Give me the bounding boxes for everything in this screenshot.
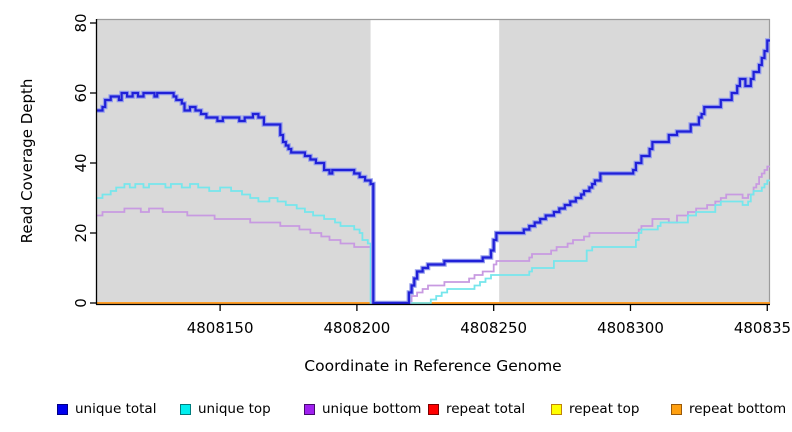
legend-swatch-icon-unique-total — [57, 403, 68, 415]
legend-swatch-icon-repeat-bottom — [671, 403, 682, 415]
series-line-unique-total — [97, 39, 770, 305]
legend-swatch-icon-repeat-total — [428, 403, 439, 415]
legend-item-label: unique bottom — [322, 401, 422, 417]
y-axis-tick-label: 60 — [72, 83, 90, 102]
legend-swatch-icon-unique-top — [180, 403, 191, 415]
legend-item-unique-total: unique total — [57, 399, 156, 419]
y-axis-tick-label: 0 — [72, 298, 90, 308]
legend-item-repeat-bottom: repeat bottom — [671, 399, 786, 419]
legend-item-unique-top: unique top — [180, 399, 271, 419]
y-axis-tick-label: 80 — [72, 13, 90, 32]
x-axis-tick-label: 4808350 — [734, 319, 792, 337]
y-axis-tick-label: 20 — [72, 223, 90, 242]
legend-item-label: repeat total — [446, 401, 526, 417]
x-axis-tick-label: 4808300 — [597, 319, 664, 337]
x-axis-title: Coordinate in Reference Genome — [304, 357, 561, 375]
legend-item-repeat-top: repeat top — [551, 399, 639, 419]
gap-region — [370, 20, 500, 304]
series-line-unique-top — [97, 179, 770, 304]
y-axis-tick-label: 40 — [72, 153, 90, 172]
x-axis-tick-label: 4808150 — [187, 319, 254, 337]
legend-swatch-icon-repeat-top — [551, 403, 562, 415]
legend-item-label: unique top — [198, 401, 271, 417]
plot-canvas: 0 20 40 60 80 4808150 4808200 4808250 4808300 480… — [18, 13, 792, 375]
x-axis-tick-label: 4808250 — [460, 319, 527, 337]
legend-item-repeat-total: repeat total — [428, 399, 525, 419]
legend-item-label: unique total — [75, 401, 157, 417]
legend-swatch-icon-unique-bottom — [304, 403, 315, 415]
legend-item-label: repeat bottom — [689, 401, 787, 417]
legend-item-label: repeat top — [569, 401, 640, 417]
series-line-unique-bottom — [97, 165, 770, 304]
x-axis-tick-label: 4808200 — [323, 319, 390, 337]
legend: unique total unique top unique bottom re… — [0, 399, 792, 423]
legend-item-unique-bottom: unique bottom — [304, 399, 421, 419]
y-axis-title: Read Coverage Depth — [18, 79, 36, 244]
